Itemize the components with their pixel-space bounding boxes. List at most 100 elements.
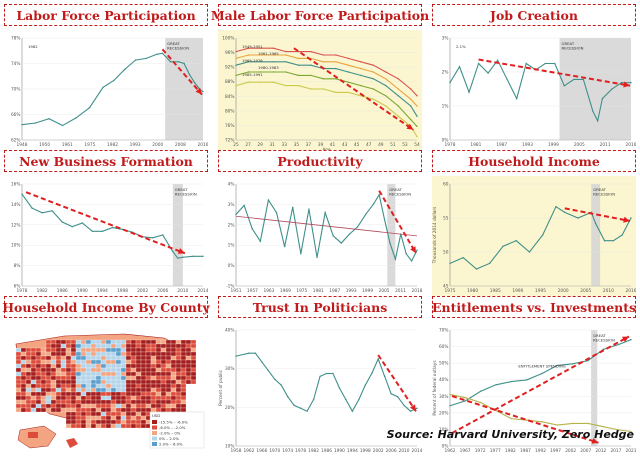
x-tick-label: 2002 (373, 448, 384, 454)
data-point (261, 361, 263, 363)
data-point (416, 105, 418, 107)
data-point (464, 396, 467, 399)
data-point (630, 430, 632, 433)
legend-label: -2.0% – 0% (159, 430, 181, 435)
data-point (247, 71, 250, 73)
x-tick-label: 2000 (152, 142, 163, 148)
x-tick-label: 2011 (395, 288, 406, 294)
x-tick-label: 2000 (558, 288, 569, 294)
x-tick-label: 1978 (17, 288, 28, 294)
trend-arrow (564, 207, 631, 223)
data-point (101, 230, 104, 232)
x-tick-label: 1982 (505, 448, 516, 454)
data-point (541, 421, 543, 423)
data-point (394, 258, 397, 260)
panel-title-box: Household Income (432, 150, 636, 172)
chart-svg: GREAT RECESSION 1975 1980 1985 1990 1995 2000 20… (432, 176, 636, 298)
data-point (169, 61, 172, 63)
panel-title: Job Creation (490, 7, 578, 23)
y-tick-label: 10% (439, 427, 449, 433)
x-tick-label: 1990 (334, 448, 345, 454)
y-tick-label: 30% (439, 394, 449, 400)
data-point (515, 97, 518, 100)
annotation-label: 1985-1991 (242, 72, 263, 77)
x-tick-label: 1969 (280, 288, 291, 294)
data-point (410, 118, 412, 121)
y-tick-label: 2% (228, 222, 235, 228)
x-tick-label: 2018 (412, 288, 422, 294)
data-point (247, 81, 250, 83)
trend-arrow (161, 48, 203, 96)
data-point (602, 425, 605, 428)
data-point (272, 54, 275, 56)
series-line (235, 81, 418, 137)
data-point (345, 398, 347, 401)
panel-title: Entitlements vs. Investments (431, 299, 637, 315)
x-tick-label: 1986 (321, 448, 332, 454)
x-tick-label: 1970 (269, 448, 280, 454)
data-point (416, 135, 418, 138)
x-tick-label: 29 (257, 142, 263, 148)
x-tick-label: 1987 (520, 448, 531, 454)
series-line (21, 193, 203, 259)
data-point (385, 71, 387, 73)
data-point (202, 255, 204, 258)
x-tick-label: 1990 (512, 288, 523, 294)
y-tick-label: 1% (228, 243, 235, 249)
trend-line (235, 215, 418, 237)
x-tick-label: 1980 (467, 288, 478, 294)
data-point (260, 71, 262, 73)
recession-band (591, 184, 601, 286)
data-point (515, 239, 517, 242)
recession-label: GREAT RECESSION (175, 187, 197, 197)
legend-label: 2.0% – 6.0% (159, 441, 183, 446)
data-point (260, 81, 262, 83)
y-tick-label: 0% (442, 444, 449, 450)
y-axis-label: Percent of federal outlays (432, 360, 438, 416)
data-point (397, 78, 399, 80)
x-tick-label: 41 (330, 142, 336, 148)
series-line (235, 71, 418, 127)
data-point (332, 372, 334, 375)
x-tick-label: 1957 (247, 288, 258, 294)
y-tick-label: 55 (443, 216, 449, 222)
data-point (316, 256, 318, 259)
data-point (260, 47, 262, 49)
data-point (183, 62, 185, 65)
series-line (235, 54, 418, 107)
data-point (340, 242, 343, 244)
data-point (310, 74, 312, 77)
data-point (235, 50, 237, 53)
x-tick-label: 51 (390, 142, 396, 148)
y-tick-label: 92% (225, 65, 235, 71)
data-point (403, 404, 405, 407)
y-tick-label: 96% (225, 50, 235, 56)
data-point (121, 228, 124, 231)
data-point (416, 249, 418, 251)
data-point (495, 384, 497, 386)
x-tick-label: 1994 (347, 448, 358, 454)
data-point (123, 68, 126, 71)
y-tick-label: 72% (225, 138, 235, 144)
recession-band (387, 184, 396, 286)
data-point (630, 338, 632, 341)
x-tick-label: 1998 (117, 288, 128, 294)
y-tick-label: 40% (439, 377, 449, 383)
x-tick-label: 1948 (17, 142, 28, 148)
data-point (247, 61, 250, 63)
data-point (573, 78, 575, 81)
data-point (373, 202, 375, 205)
data-point (48, 118, 50, 120)
data-point (312, 398, 315, 401)
data-point (618, 429, 620, 431)
data-point (335, 54, 337, 56)
trend-arrow (377, 354, 417, 412)
data-point (449, 405, 451, 407)
hawaii-inset (66, 438, 78, 448)
data-point (188, 73, 191, 76)
legend-swatch (152, 431, 157, 435)
recession-label: GREAT RECESSION (167, 41, 189, 51)
data-point (297, 50, 300, 53)
data-point (564, 211, 566, 214)
data-point (479, 390, 482, 392)
